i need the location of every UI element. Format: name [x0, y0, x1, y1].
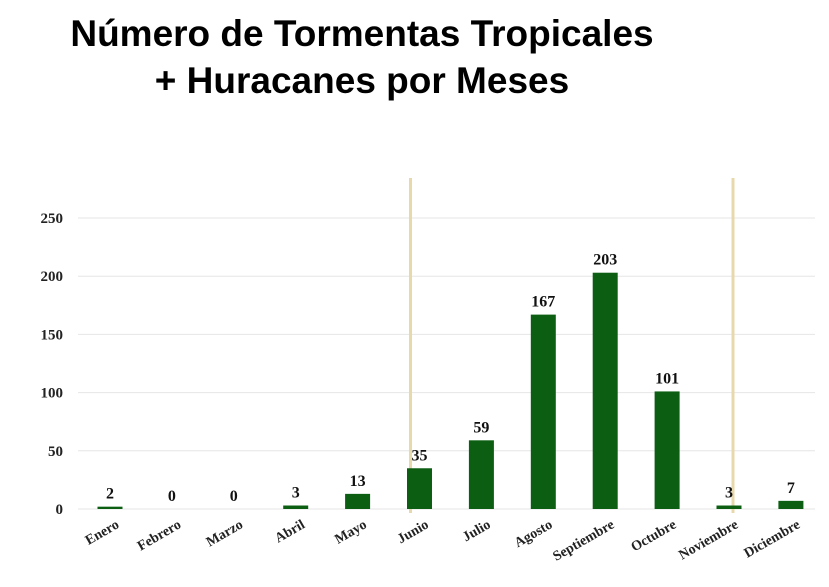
x-tick-label-octubre: Octubre — [629, 517, 679, 555]
x-tick-label-noviembre: Noviembre — [676, 517, 741, 563]
bar-mayo — [345, 493, 371, 509]
chart-title-line-1: Número de Tormentas Tropicales — [70, 13, 654, 54]
data-label-enero: 2 — [106, 486, 114, 503]
bar-noviembre — [716, 505, 742, 509]
y-tick-label: 50 — [48, 444, 63, 460]
data-label-diciembre: 7 — [787, 480, 795, 497]
x-tick-label-agosto: Agosto — [512, 517, 555, 551]
data-label-febrero: 0 — [168, 488, 176, 505]
season-markers — [409, 178, 735, 513]
data-label-mayo: 13 — [350, 473, 366, 490]
bar-junio — [407, 468, 432, 509]
x-tick-label-junio: Junio — [395, 517, 431, 547]
bar-abril — [283, 505, 309, 509]
bar-enero — [97, 506, 123, 509]
data-label-marzo: 0 — [230, 488, 238, 505]
bars — [97, 272, 804, 509]
bar-julio — [468, 440, 494, 509]
y-axis: 0 50 100 150 200 250 — [41, 211, 64, 518]
bar-agosto — [530, 314, 556, 509]
y-tick-label: 100 — [41, 386, 64, 402]
bar-octubre — [654, 391, 680, 509]
x-tick-label-julio: Julio — [460, 517, 493, 545]
data-labels: 2 0 0 3 13 35 59 167 203 101 3 7 — [106, 252, 795, 505]
data-label-octubre: 101 — [655, 370, 679, 387]
x-tick-label-abril: Abril — [273, 517, 308, 546]
y-tick-label: 250 — [41, 211, 64, 227]
x-tick-label-marzo: Marzo — [204, 517, 246, 550]
bar-septiembre — [592, 272, 618, 509]
x-tick-label-febrero: Febrero — [135, 517, 184, 554]
data-label-abril: 3 — [292, 485, 300, 502]
x-tick-label-septiembre: Septiembre — [551, 517, 618, 564]
y-tick-label: 200 — [41, 269, 64, 285]
chart-title-line-2: + Huracanes por Meses — [154, 60, 570, 101]
y-tick-label: 150 — [41, 327, 64, 343]
y-tick-label: 0 — [56, 502, 64, 518]
data-label-julio: 59 — [473, 419, 489, 436]
gridlines — [78, 217, 815, 510]
x-tick-label-enero: Enero — [83, 517, 122, 548]
bar-diciembre — [778, 500, 804, 509]
data-label-septiembre: 203 — [593, 252, 617, 269]
chart-title: Número de Tormentas Tropicales + Huracan… — [0, 10, 724, 104]
data-label-junio: 35 — [412, 447, 428, 464]
x-tick-label-mayo: Mayo — [332, 517, 369, 547]
data-label-noviembre: 3 — [725, 485, 733, 502]
x-axis: Enero Febrero Marzo Abril Mayo Junio Julio Agos… — [83, 517, 803, 564]
x-tick-label-diciembre: Diciembre — [742, 517, 803, 561]
data-label-agosto: 167 — [531, 294, 555, 311]
